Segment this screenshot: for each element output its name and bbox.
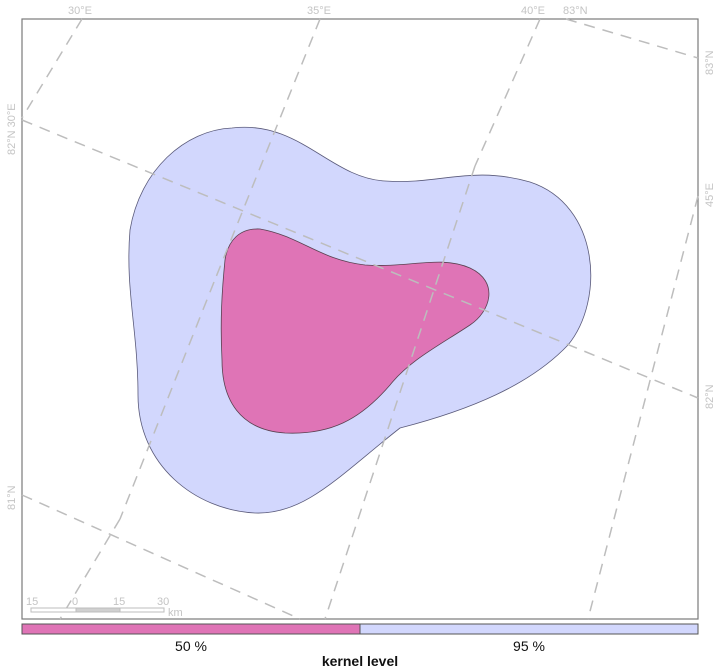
scale-tick-label: 0 xyxy=(72,596,78,608)
label-83n-top: 83°N xyxy=(563,5,588,17)
label-40e-top: 40°E xyxy=(521,5,545,17)
map-frame xyxy=(21,18,699,620)
scale-tick-label: 15 xyxy=(113,596,125,608)
label-82n-30e-left: 82°N 30°E xyxy=(6,103,18,155)
meridian-35e-lower xyxy=(59,518,121,620)
label-82n-right: 82°N xyxy=(704,384,716,409)
scale-bar: 15 0 15 30 km xyxy=(26,596,183,619)
scale-unit-label: km xyxy=(168,607,183,619)
scale-bar-segment xyxy=(119,607,165,613)
scale-bar-segment xyxy=(30,607,77,613)
legend-swatch-95 xyxy=(359,623,699,635)
label-83n-right: 83°N xyxy=(704,50,716,75)
kernel-50-polygon[interactable] xyxy=(220,228,490,434)
legend-label-95: 95 % xyxy=(513,638,545,654)
label-35e-top: 35°E xyxy=(307,5,331,17)
legend-label-50: 50 % xyxy=(175,638,207,654)
legend: 50 % 95 % kernel level xyxy=(21,623,699,669)
label-30e-top: 30°E xyxy=(68,5,92,17)
legend-title: kernel level xyxy=(322,653,398,669)
scale-tick-label: 15 xyxy=(26,596,38,608)
meridian-30e xyxy=(21,18,83,119)
meridian-35e-upper xyxy=(213,18,321,283)
parallel-83n xyxy=(565,18,699,59)
legend-swatch-50 xyxy=(21,623,361,635)
parallel-81n xyxy=(21,494,301,620)
scale-tick-label: 30 xyxy=(157,596,169,608)
label-81n-left: 81°N xyxy=(6,485,18,510)
meridian-35e-mid xyxy=(119,281,215,520)
scale-bar-segment xyxy=(75,607,121,613)
meridian-40e-upper xyxy=(474,18,541,167)
label-45e-right: 45°E xyxy=(704,183,716,207)
graticule xyxy=(21,18,699,620)
parallel-82n xyxy=(21,119,699,399)
meridian-40e-lower xyxy=(324,165,476,620)
meridian-45e xyxy=(587,195,699,620)
